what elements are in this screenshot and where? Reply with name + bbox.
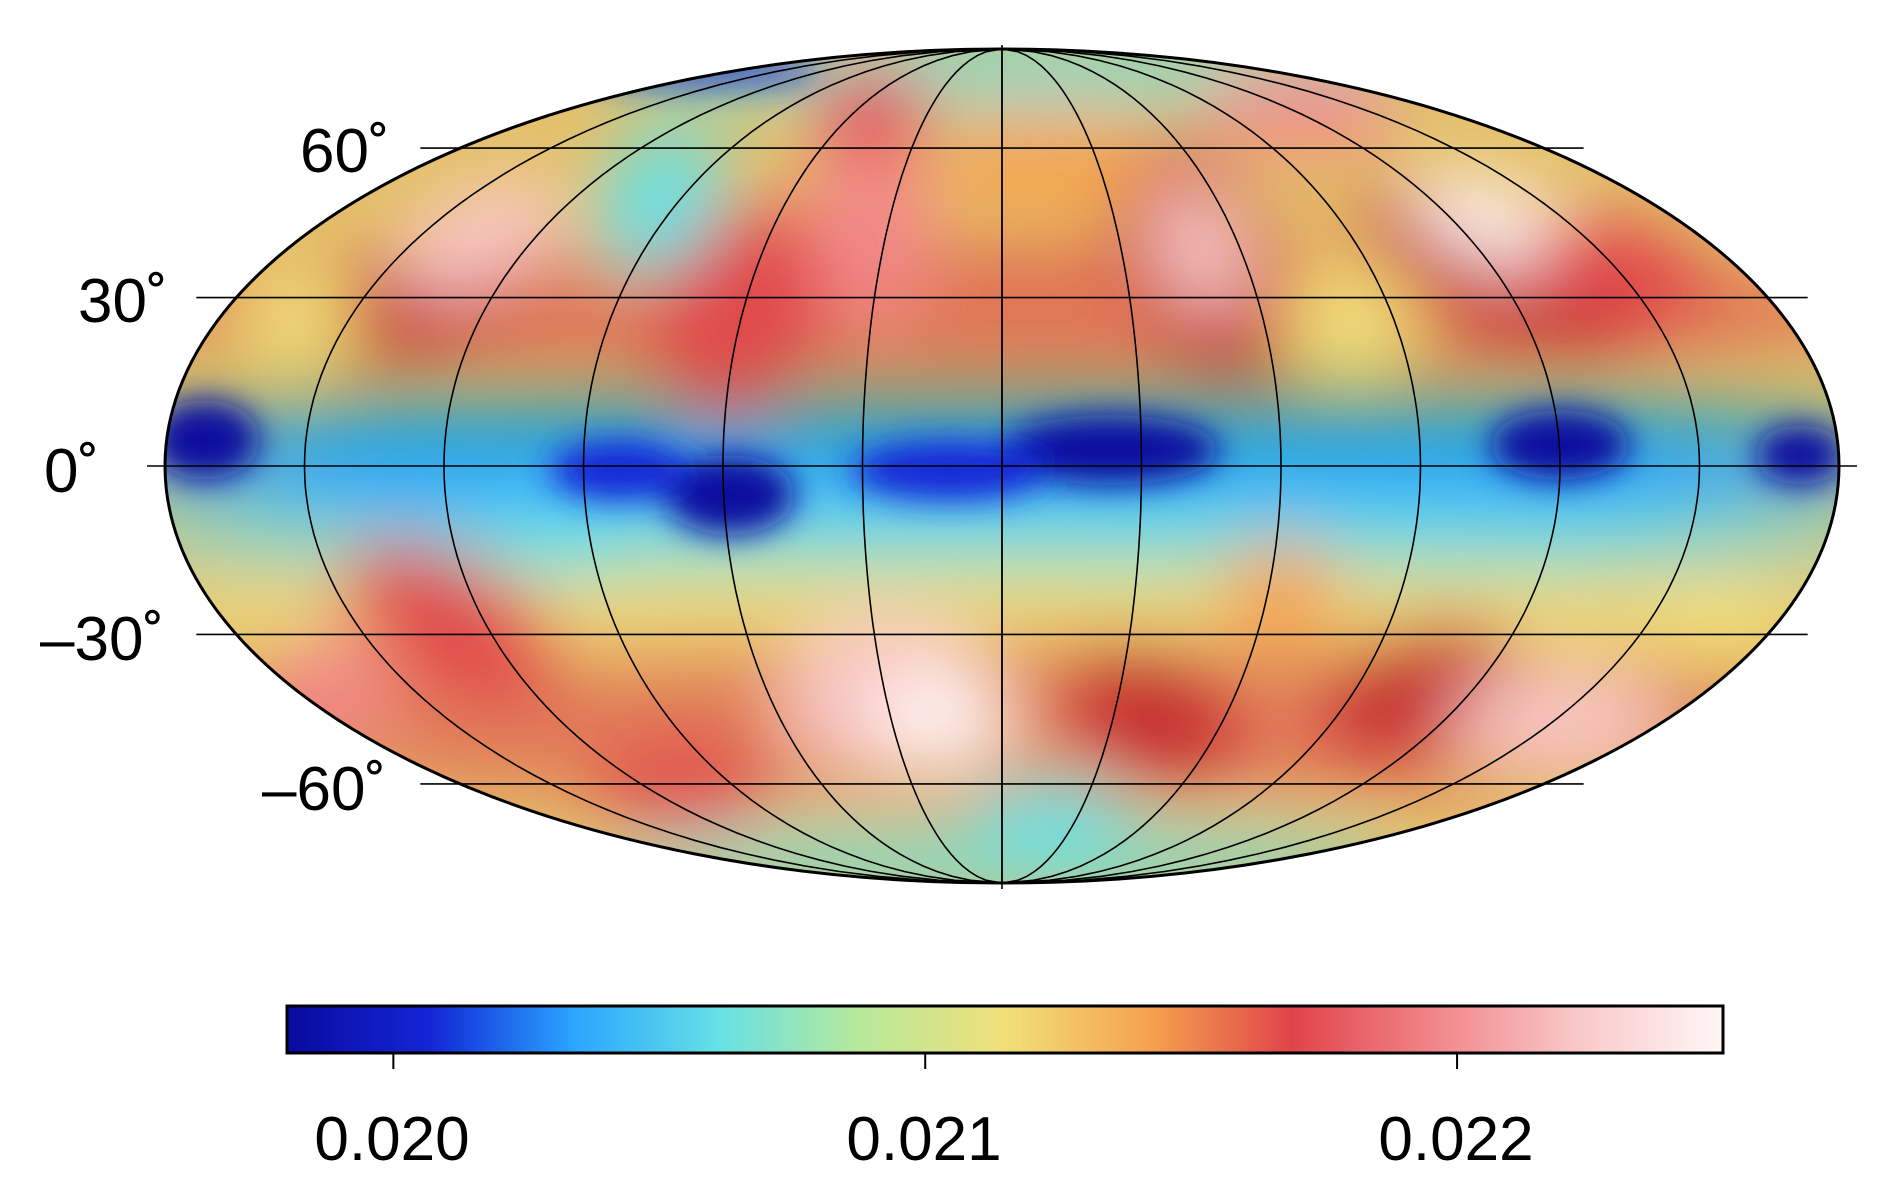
field-blob — [240, 270, 360, 370]
field-blob — [1755, 425, 1839, 485]
field-blob — [594, 124, 726, 276]
field-blob — [970, 780, 1130, 860]
field-blob — [1470, 62, 1650, 98]
field-blob — [1660, 580, 1780, 660]
meridian-60 — [1001, 48, 1282, 884]
lat-label-30: 30˚ — [78, 267, 168, 336]
meridian--150 — [303, 48, 1003, 884]
mollweide-map: 60˚ 30˚ 0˚ –30˚ –60˚ — [40, 45, 1857, 889]
graticule — [147, 45, 1857, 889]
meridian--90 — [582, 48, 1003, 884]
field-blob — [590, 750, 770, 830]
latitude-labels: 60˚ 30˚ 0˚ –30˚ –60˚ — [40, 117, 390, 824]
meridian-120 — [1001, 48, 1561, 884]
field-blob — [850, 440, 1050, 500]
colorbar-tick-label-0020: 0.020 — [314, 1105, 469, 1174]
meridian-150 — [1001, 48, 1701, 884]
field-blob — [1200, 70, 1400, 150]
field-blob — [500, 500, 620, 580]
field-blob — [940, 110, 1160, 210]
field-blob — [810, 70, 930, 150]
meridian--120 — [443, 48, 1003, 884]
colorbar-tick-label-0022: 0.022 — [1378, 1105, 1533, 1174]
lat-label-minus60: –60˚ — [262, 755, 386, 824]
field-blob — [395, 180, 565, 300]
field-blob — [550, 440, 690, 500]
field-blob — [1000, 415, 1220, 485]
field-blob — [270, 630, 390, 750]
meridian--60 — [722, 48, 1003, 884]
lat-label-60: 60˚ — [300, 117, 390, 186]
map-border — [163, 47, 1841, 885]
field-blob — [1280, 260, 1420, 380]
colorbar-ticks — [392, 1053, 1459, 1069]
field-blob — [1066, 641, 1234, 779]
field-blob — [165, 400, 260, 480]
meridian--30 — [861, 48, 1003, 884]
field-blob — [341, 540, 559, 700]
field-blob — [1450, 670, 1670, 770]
field-blob — [665, 455, 795, 535]
colorbar-tick-label-0021: 0.021 — [846, 1105, 1001, 1174]
field-blob — [1220, 540, 1340, 640]
colorbar: 0.020 0.021 0.022 — [285, 1004, 1725, 1174]
field-blob — [655, 203, 825, 417]
lat-label-0: 0˚ — [44, 437, 99, 506]
field-blob — [870, 670, 1010, 770]
meridian-90 — [1001, 48, 1422, 884]
field-blob — [810, 110, 930, 330]
meridian-30 — [1001, 48, 1143, 884]
lat-label-minus30: –30˚ — [40, 605, 164, 674]
colorbar-bar — [285, 1004, 1725, 1055]
